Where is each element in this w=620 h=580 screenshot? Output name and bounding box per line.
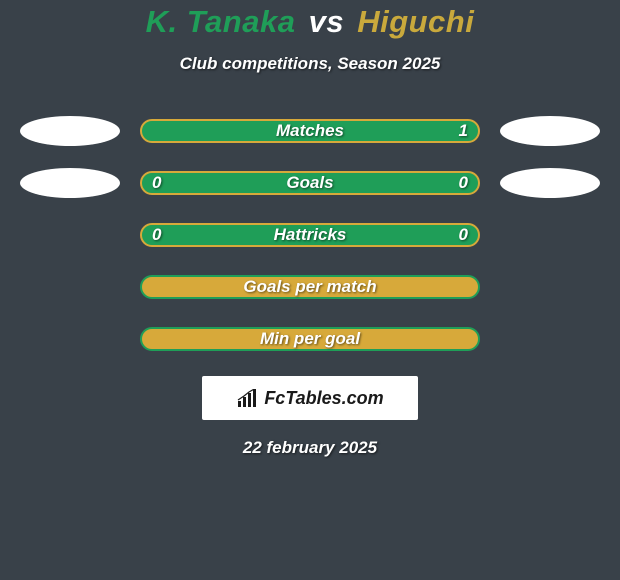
stat-label: Min per goal [260,329,360,349]
stat-left-value: 0 [152,173,161,193]
stats-rows: Matches 1 0 Goals 0 0 Hattricks 0 [0,116,620,354]
stat-label: Goals [286,173,333,193]
stat-bar-matches: Matches 1 [140,119,480,143]
vs-text: vs [309,4,344,39]
stat-row: Matches 1 [0,116,620,146]
date-text: 22 february 2025 [243,438,377,458]
stat-right-value: 1 [459,121,468,141]
player2-ellipse [500,116,600,146]
stats-card: K. Tanaka vs Higuchi Club competitions, … [0,0,620,458]
player2-ellipse [500,168,600,198]
stat-bar-min-per-goal: Min per goal [140,327,480,351]
page-title: K. Tanaka vs Higuchi [146,4,475,40]
bar-chart-icon [236,389,258,407]
stat-label: Matches [276,121,344,141]
brand-badge: FcTables.com [202,376,418,420]
stat-row: Goals per match [0,272,620,302]
stat-bar-goals: 0 Goals 0 [140,171,480,195]
brand-text: FcTables.com [264,388,383,409]
stat-row: Min per goal [0,324,620,354]
stat-row: 0 Goals 0 [0,168,620,198]
subtitle: Club competitions, Season 2025 [180,54,441,74]
player1-ellipse [20,116,120,146]
player1-name: K. Tanaka [146,4,296,39]
stat-right-value: 0 [459,173,468,193]
stat-row: 0 Hattricks 0 [0,220,620,250]
stat-label: Hattricks [274,225,347,245]
stat-bar-goals-per-match: Goals per match [140,275,480,299]
stat-left-value: 0 [152,225,161,245]
stat-label: Goals per match [243,277,376,297]
player2-name: Higuchi [357,4,474,39]
stat-bar-hattricks: 0 Hattricks 0 [140,223,480,247]
stat-right-value: 0 [459,225,468,245]
player1-ellipse [20,168,120,198]
